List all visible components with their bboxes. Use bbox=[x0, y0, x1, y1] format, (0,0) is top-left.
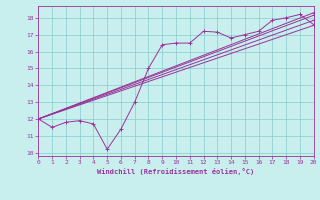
X-axis label: Windchill (Refroidissement éolien,°C): Windchill (Refroidissement éolien,°C) bbox=[97, 168, 255, 175]
